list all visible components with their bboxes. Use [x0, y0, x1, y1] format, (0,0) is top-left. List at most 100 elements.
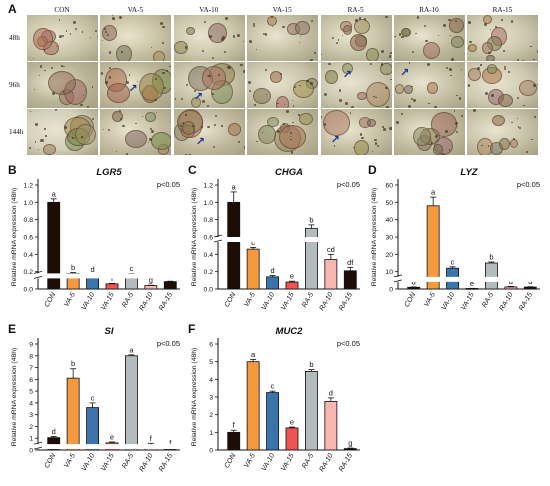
debris-speck: [116, 150, 118, 152]
organoid-cell: [107, 82, 130, 103]
bar-ra-15: [343, 270, 357, 290]
organoid-cell: [201, 66, 226, 90]
x-tick-label: VA-5: [63, 452, 77, 469]
debris-speck: [34, 122, 38, 126]
debris-speck: [426, 62, 430, 67]
debris-speck: [305, 79, 309, 83]
debris-speck: [220, 37, 224, 41]
x-tick-label: CON: [404, 291, 418, 309]
y-tick-label: 3: [29, 412, 33, 419]
debris-speck: [283, 103, 286, 106]
micrograph-image: [27, 15, 98, 61]
bar-va-5: [246, 361, 260, 451]
x-tick-label: RA-15: [158, 291, 174, 312]
debris-speck: [100, 72, 103, 75]
debris-speck: [164, 87, 167, 90]
debris-speck: [468, 20, 471, 24]
debris-speck: [160, 21, 164, 25]
bar-ra-10: [144, 285, 158, 290]
debris-speck: [105, 81, 109, 85]
debris-speck: [450, 57, 454, 61]
chart-title: SI: [105, 326, 114, 337]
micrograph-image: ↗: [173, 109, 245, 155]
debris-speck: [449, 68, 452, 71]
debris-speck: [358, 17, 362, 20]
debris-speck: [480, 64, 482, 66]
debris-speck: [162, 71, 165, 75]
debris-speck: [86, 105, 89, 108]
x-tick-label: VA-5: [63, 291, 77, 308]
x-tick-label: VA-5: [423, 291, 437, 308]
organoid-cell: [185, 26, 195, 35]
debris-speck: [530, 45, 532, 48]
organoid-cell: [350, 33, 368, 52]
debris-speck: [521, 92, 524, 94]
debris-speck: [65, 30, 68, 32]
micrograph-image: [247, 62, 319, 108]
annotation-arrow-icon: ↗: [128, 83, 138, 95]
organoid-cell: [324, 69, 338, 85]
organoid-cell: [451, 36, 464, 48]
debris-speck: [63, 125, 67, 130]
debris-speck: [202, 99, 206, 103]
y-tick-label: 0: [389, 287, 393, 294]
debris-speck: [293, 85, 296, 88]
chart-lgr5: LGR5 p<0.05 Relative mRNA expression (48h)…: [11, 167, 182, 312]
debris-speck: [264, 68, 268, 72]
micrograph-row-label: 48h: [9, 34, 20, 42]
micrograph-image: [247, 15, 319, 61]
debris-speck: [256, 48, 258, 50]
organoid-cell: [111, 111, 123, 123]
y-axis-label: Relative mRNA expression (48h): [371, 188, 378, 287]
annotation-arrow-icon: ↗: [342, 69, 352, 81]
organoid-cell: [401, 27, 411, 37]
y-tick-label: 0.8: [204, 217, 214, 224]
significance-letter: c: [251, 238, 255, 247]
axis-break-band: [214, 237, 362, 242]
debris-speck: [443, 24, 446, 27]
debris-speck: [522, 59, 525, 61]
debris-speck: [364, 19, 366, 21]
chart-title: MUC2: [276, 326, 304, 337]
debris-speck: [279, 72, 283, 76]
bar-con: [227, 201, 241, 290]
debris-speck: [72, 136, 74, 139]
debris-speck: [489, 29, 491, 31]
debris-speck: [38, 74, 41, 76]
debris-speck: [328, 62, 331, 66]
x-tick-label: RA-10: [319, 452, 335, 473]
debris-speck: [207, 75, 209, 77]
organoid-cell: [181, 121, 195, 136]
x-tick-label: CON: [224, 452, 238, 470]
debris-speck: [73, 21, 76, 24]
micrograph-image: [394, 109, 465, 155]
micrograph-column-label: RA-10: [419, 6, 439, 14]
debris-speck: [292, 121, 294, 123]
organoid-cell: [342, 62, 354, 75]
debris-speck: [337, 39, 340, 41]
debris-speck: [450, 74, 453, 77]
debris-speck: [265, 93, 267, 96]
micrograph-column-label: RA-15: [492, 6, 513, 14]
debris-speck: [455, 19, 458, 22]
panel-letter-c: C: [188, 163, 197, 177]
debris-speck: [388, 55, 392, 58]
debris-speck: [323, 92, 327, 96]
micrograph-image: [467, 62, 539, 108]
bar-ra-10: [324, 259, 338, 290]
debris-speck: [101, 39, 104, 41]
debris-speck: [221, 125, 223, 127]
debris-speck: [136, 81, 138, 83]
panel-letter-a: A: [8, 2, 17, 16]
x-tick-label: VA-10: [261, 452, 277, 472]
debris-speck: [290, 138, 292, 140]
debris-speck: [238, 141, 241, 144]
bar-ra-5: [485, 262, 498, 290]
significance-letter: g: [149, 276, 153, 285]
debris-speck: [141, 115, 143, 117]
organoid-cell: [267, 117, 279, 128]
debris-speck: [186, 84, 188, 87]
debris-speck: [253, 24, 256, 27]
debris-speck: [169, 65, 171, 68]
axis-break-band: [394, 276, 542, 282]
